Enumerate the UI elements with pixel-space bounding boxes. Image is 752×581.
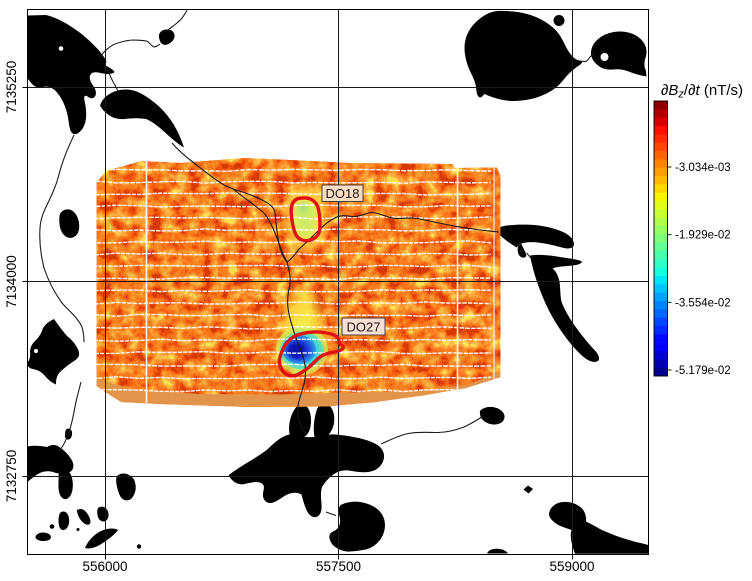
svg-text:559000: 559000 <box>549 559 594 574</box>
svg-text:-3.554e-02: -3.554e-02 <box>675 297 731 309</box>
svg-text:∂Bz/∂t (nT/s): ∂Bz/∂t (nT/s) <box>661 82 743 101</box>
svg-text:7135250: 7135250 <box>4 61 19 114</box>
svg-text:-3.034e-03: -3.034e-03 <box>675 162 731 174</box>
svg-text:557500: 557500 <box>316 559 361 574</box>
svg-text:-5.179e-02: -5.179e-02 <box>675 365 731 377</box>
svg-text:-1.929e-02: -1.929e-02 <box>675 230 731 242</box>
svg-text:556000: 556000 <box>82 559 127 574</box>
svg-text:DO27: DO27 <box>347 319 381 334</box>
svg-text:7132750: 7132750 <box>4 450 19 503</box>
svg-text:7134000: 7134000 <box>4 255 19 308</box>
svg-text:DO18: DO18 <box>326 186 360 201</box>
